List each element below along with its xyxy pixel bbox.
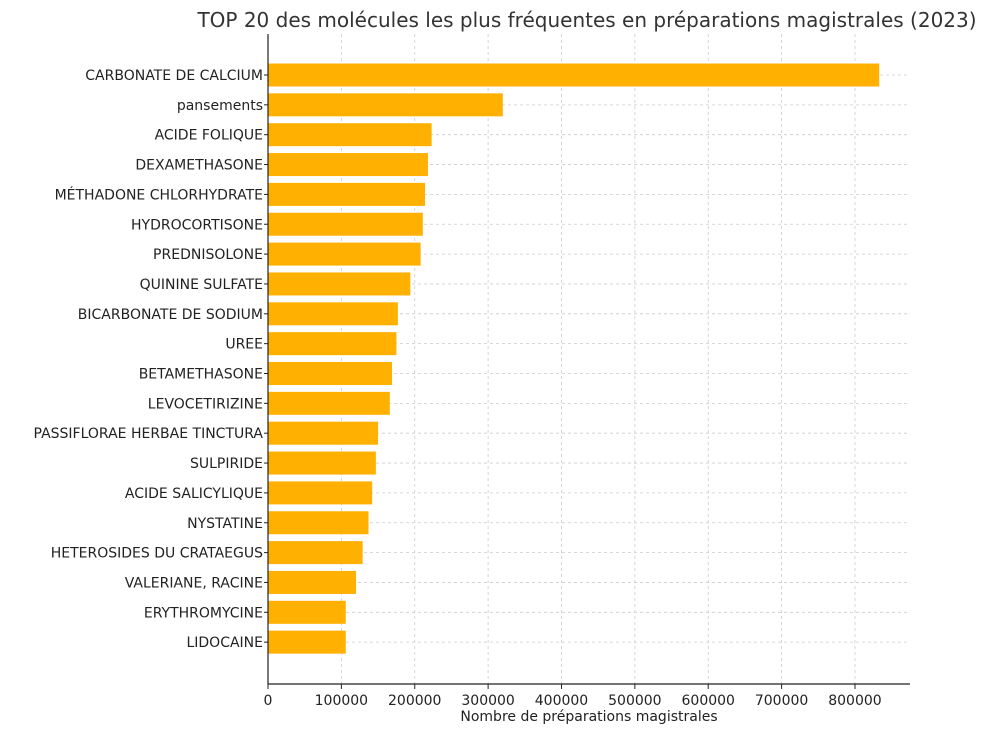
chart-title: TOP 20 des molécules les plus fréquentes… xyxy=(196,8,976,32)
axes-layer xyxy=(264,34,910,689)
bar xyxy=(268,272,411,296)
bar xyxy=(268,212,423,236)
x-tick-label: 700000 xyxy=(755,693,808,709)
bar xyxy=(268,123,432,147)
bar xyxy=(268,630,346,654)
bar xyxy=(268,242,421,266)
x-tick-label: 300000 xyxy=(461,693,514,709)
category-label: ACIDE FOLIQUE xyxy=(155,128,263,144)
bar xyxy=(268,153,428,177)
category-label: PREDNISOLONE xyxy=(153,247,263,263)
category-label: BETAMETHASONE xyxy=(139,367,263,383)
bar xyxy=(268,182,426,206)
bar xyxy=(268,451,376,475)
bars-layer xyxy=(268,63,880,654)
category-label: QUININE SULFATE xyxy=(140,277,263,293)
x-tick-label: 400000 xyxy=(535,693,588,709)
category-label: MÉTHADONE CHLORHYDRATE xyxy=(55,186,263,203)
category-label: LEVOCETIRIZINE xyxy=(148,396,263,412)
bar xyxy=(268,302,398,326)
category-label: SULPIRIDE xyxy=(190,456,263,472)
bar xyxy=(268,63,880,87)
bar xyxy=(268,541,363,565)
bar xyxy=(268,332,397,356)
bar xyxy=(268,93,503,117)
bar xyxy=(268,421,379,445)
x-tick-label: 200000 xyxy=(388,693,441,709)
bar xyxy=(268,570,357,594)
category-label: UREE xyxy=(225,337,263,353)
category-label: ACIDE SALICYLIQUE xyxy=(125,486,263,502)
x-tick-labels: 0 100000 200000 300000 400000 500000 600000 700… xyxy=(264,693,882,709)
x-tick-label: 800000 xyxy=(828,693,881,709)
x-axis-label: Nombre de préparations magistrales xyxy=(460,709,717,725)
bar xyxy=(268,362,392,385)
category-label: CARBONATE DE CALCIUM xyxy=(85,68,263,84)
x-tick-label: 100000 xyxy=(315,693,368,709)
x-tick-label: 500000 xyxy=(608,693,661,709)
category-label: HETEROSIDES DU CRATAEGUS xyxy=(51,546,263,562)
category-label: VALERIANE, RACINE xyxy=(125,575,263,591)
category-label: LIDOCAINE xyxy=(186,635,263,651)
category-label: DEXAMETHASONE xyxy=(135,158,263,174)
grid-layer xyxy=(267,34,910,684)
x-tick-label: 0 xyxy=(264,693,273,709)
bar xyxy=(268,391,390,415)
category-label: NYSTATINE xyxy=(187,516,263,532)
bar xyxy=(268,511,369,535)
bar xyxy=(268,481,373,505)
category-label: HYDROCORTISONE xyxy=(131,217,263,233)
category-label: pansements xyxy=(177,98,263,114)
category-label: BICARBONATE DE SODIUM xyxy=(78,307,263,323)
category-labels: CARBONATE DE CALCIUM pansements ACIDE FOLI… xyxy=(34,68,264,651)
bar xyxy=(268,600,346,624)
x-tick-label: 600000 xyxy=(682,693,735,709)
category-label: PASSIFLORAE HERBAE TINCTURA xyxy=(34,426,264,442)
category-label: ERYTHROMYCINE xyxy=(144,605,263,621)
